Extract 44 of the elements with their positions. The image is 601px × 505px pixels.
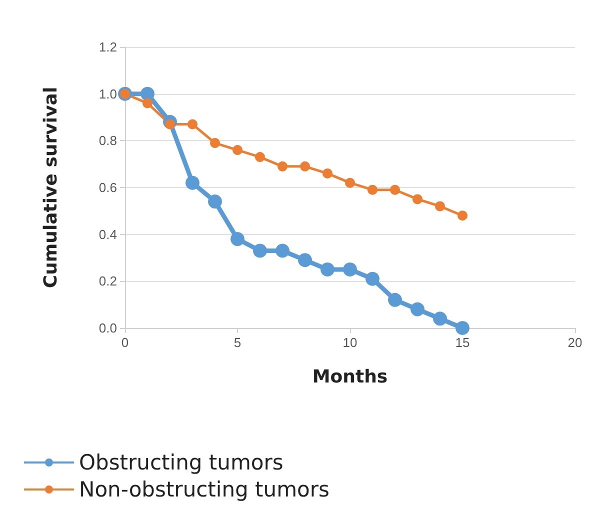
x-axis-title: Months [312, 366, 388, 388]
point [322, 168, 332, 178]
legend-label: Obstructing tumors [79, 450, 284, 474]
point [456, 321, 470, 335]
y-tick-label: 1.2 [98, 40, 117, 54]
point [458, 210, 468, 221]
x-tick-label: 5 [234, 335, 242, 350]
point [140, 86, 154, 101]
point [208, 194, 222, 209]
point [188, 119, 198, 130]
point [230, 232, 244, 246]
point [320, 262, 334, 276]
y-tick-label: 0.6 [98, 180, 117, 195]
point [186, 176, 200, 190]
point [388, 292, 402, 307]
point [210, 138, 220, 148]
point [278, 161, 288, 172]
point [433, 312, 447, 326]
y-tick-label: 1.0 [98, 86, 117, 102]
point [368, 184, 378, 195]
point [435, 201, 445, 212]
point [300, 161, 310, 172]
point [142, 98, 152, 108]
point [366, 272, 380, 286]
point [390, 184, 400, 195]
point [253, 244, 267, 258]
legend-label: Non-obstructing tumors [79, 478, 330, 502]
x-tick-label: 0 [121, 335, 129, 350]
point [345, 178, 355, 188]
x-tick-label: 15 [455, 335, 470, 350]
y-tick-label: 0.2 [98, 274, 117, 289]
y-tick-label: 0.8 [98, 133, 117, 148]
y-tick-label: 0.0 [98, 320, 117, 336]
y-tick-label: 0.4 [98, 226, 117, 242]
y-axis-title: Cumulative survival [40, 86, 62, 288]
x-tick-label: 10 [342, 335, 358, 350]
point [255, 152, 265, 162]
point [276, 244, 290, 258]
point [298, 253, 312, 268]
point [412, 194, 422, 204]
point [343, 262, 357, 276]
point [410, 302, 424, 316]
point [232, 145, 242, 156]
x-tick-label: 20 [568, 335, 582, 350]
